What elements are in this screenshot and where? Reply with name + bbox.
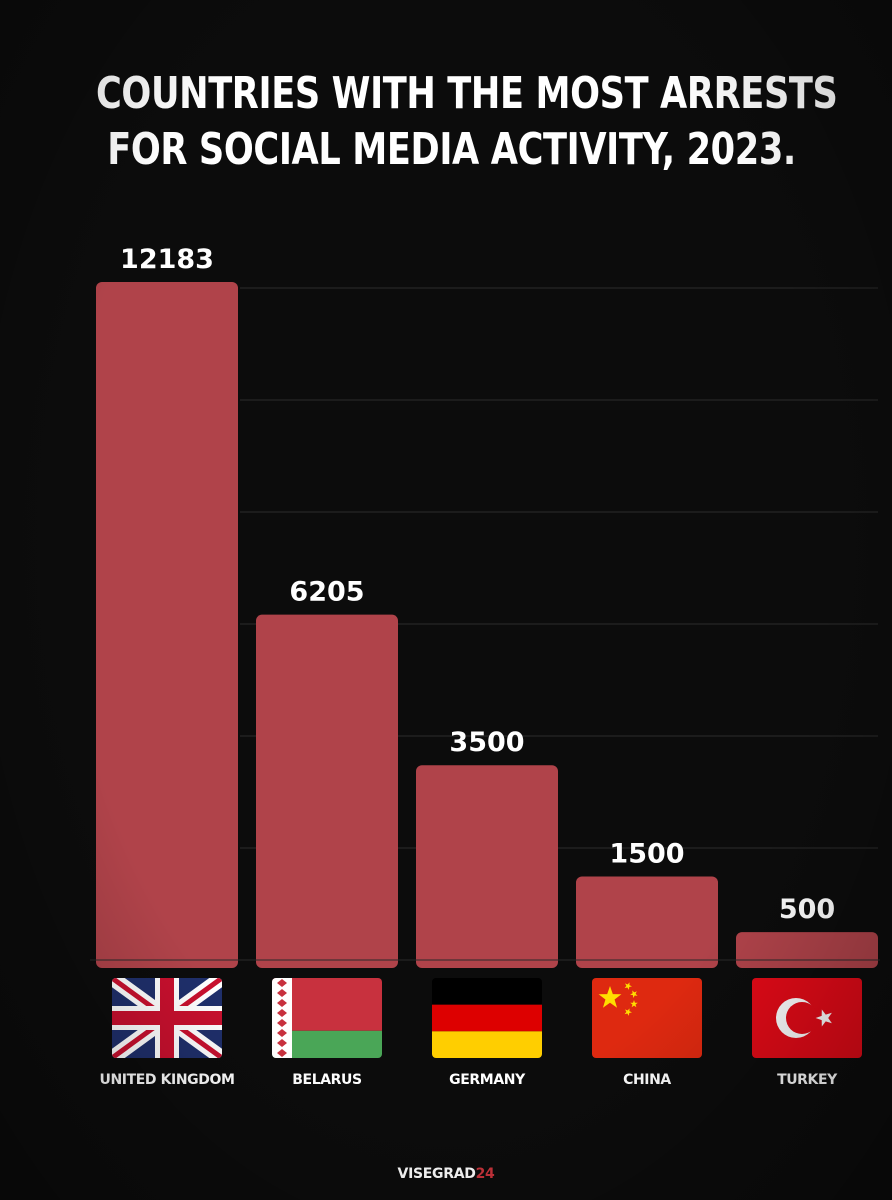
data-label-belarus: 6205 bbox=[289, 577, 364, 608]
country-flags bbox=[112, 978, 862, 1058]
brand-number: 24 bbox=[475, 1166, 495, 1182]
bar-germany bbox=[416, 765, 558, 968]
data-label-china: 1500 bbox=[609, 839, 684, 870]
united-kingdom-flag-icon bbox=[112, 978, 222, 1058]
category-label-china: CHINA bbox=[623, 1072, 671, 1088]
data-labels: 12183 6205 3500 1500 500 bbox=[120, 244, 835, 925]
brand-name: VISEGRAD bbox=[397, 1166, 476, 1182]
category-label-germany: GERMANY bbox=[449, 1072, 526, 1088]
bar-turkey bbox=[736, 932, 878, 968]
bar-belarus bbox=[256, 614, 398, 968]
data-label-turkey: 500 bbox=[779, 894, 835, 925]
germany-flag-icon bbox=[432, 978, 542, 1058]
category-labels: UNITED KINGDOM BELARUS GERMANY CHINA TURKEY bbox=[99, 1072, 838, 1088]
bars bbox=[96, 282, 878, 968]
belarus-flag-icon bbox=[272, 978, 382, 1058]
chart-title: COUNTRIES WITH THE MOST ARRESTS FOR SOCI… bbox=[96, 66, 838, 178]
category-label-united-kingdom: UNITED KINGDOM bbox=[99, 1072, 234, 1088]
china-flag-icon bbox=[592, 978, 702, 1058]
category-label-turkey: TURKEY bbox=[777, 1072, 838, 1088]
data-label-germany: 3500 bbox=[449, 727, 524, 758]
chart-title-line-1: COUNTRIES WITH THE MOST ARRESTS bbox=[96, 68, 838, 119]
bar-china bbox=[576, 876, 718, 968]
source-brand: VISEGRAD24 bbox=[0, 1166, 892, 1182]
category-label-belarus: BELARUS bbox=[292, 1072, 362, 1088]
chart-title-line-2: FOR SOCIAL MEDIA ACTIVITY, 2023. bbox=[107, 124, 796, 175]
turkey-flag-icon bbox=[752, 978, 862, 1058]
bar-united-kingdom bbox=[96, 282, 238, 968]
data-label-united-kingdom: 12183 bbox=[120, 244, 214, 275]
